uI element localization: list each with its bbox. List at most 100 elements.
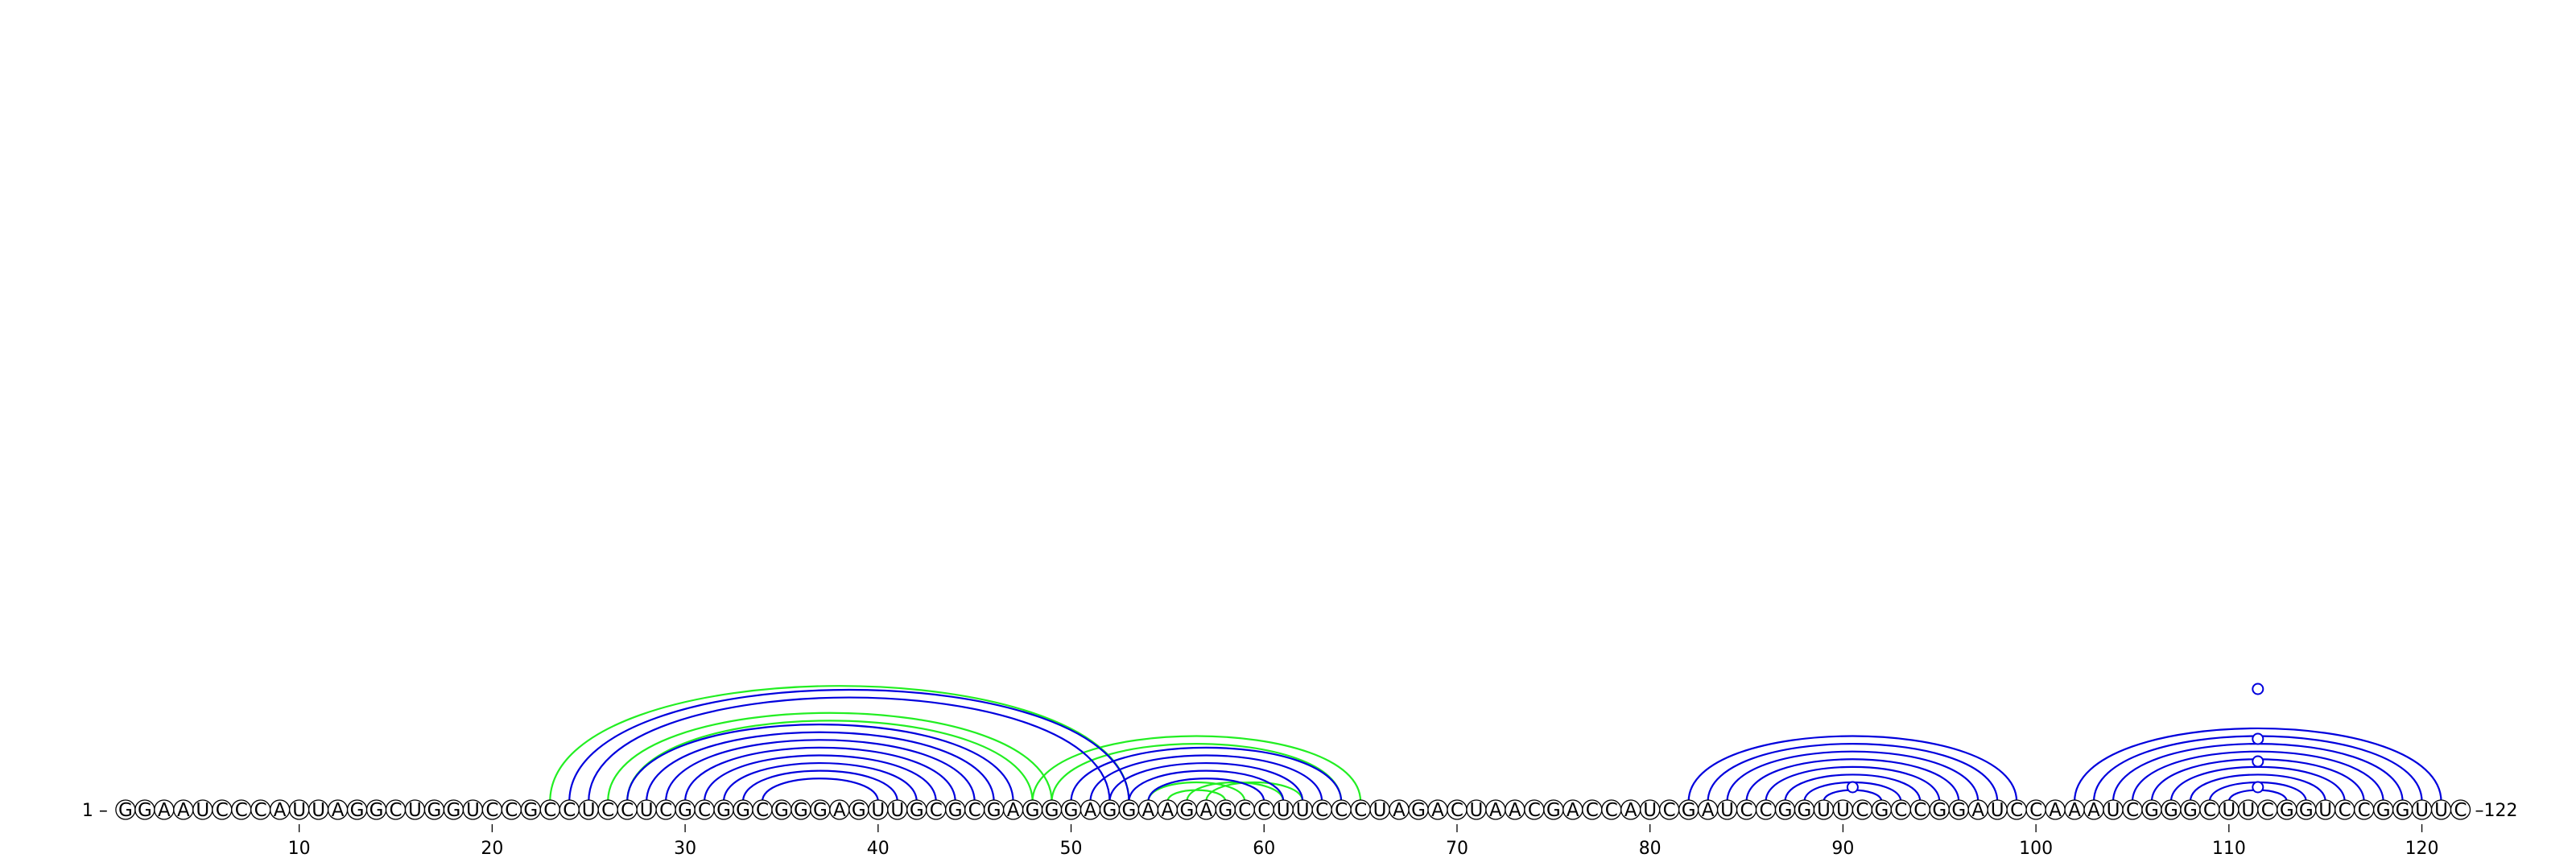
nucleotide-letter: G <box>1932 800 1946 821</box>
nucleotide-71: U <box>1466 799 1487 821</box>
pair-arc-54-60 <box>1147 778 1265 802</box>
nucleotide-86: C <box>1755 799 1777 821</box>
nucleotide-letter: U <box>1643 800 1657 821</box>
nucleotide-letter: G <box>1045 800 1059 821</box>
nucleotide-30: G <box>675 799 696 821</box>
nucleotide-100: C <box>2025 799 2046 821</box>
nucleotide-5: U <box>192 799 213 821</box>
nucleotide-letter: C <box>543 800 556 821</box>
nucleotide-letter: G <box>1546 800 1561 821</box>
nucleotide-75: G <box>1543 799 1564 821</box>
nucleotide-64: C <box>1331 799 1352 821</box>
pair-marker-extra-3 <box>2252 683 2264 695</box>
nucleotide-letter: U <box>1296 800 1310 821</box>
nucleotide-letter: U <box>2241 800 2255 821</box>
nucleotide-55: A <box>1157 799 1179 821</box>
nucleotide-21: C <box>501 799 522 821</box>
nucleotide-letter: C <box>1354 800 1367 821</box>
nucleotide-letter: U <box>1470 800 1484 821</box>
nucleotide-68: G <box>1408 799 1429 821</box>
tick-label-30: 30 <box>674 839 696 858</box>
nucleotide-122: C <box>2450 799 2471 821</box>
nucleotide-letter: U <box>292 800 306 821</box>
nucleotide-letter: U <box>890 800 904 821</box>
nucleotide-letter: G <box>1122 800 1137 821</box>
pair-arc-51-63 <box>1089 754 1323 802</box>
pair-arc-83-98 <box>1707 743 1999 802</box>
nucleotide-letter: U <box>640 800 654 821</box>
nucleotide-letter: C <box>1315 800 1328 821</box>
nucleotide-letter: U <box>312 800 325 821</box>
nucleotide-87: G <box>1774 799 1796 821</box>
nucleotide-letter: A <box>1393 800 1406 821</box>
nucleotide-53: G <box>1118 799 1140 821</box>
nucleotide-letter: A <box>177 800 190 821</box>
nucleotide-letter: G <box>1874 800 1889 821</box>
nucleotide-letter: G <box>1951 800 1966 821</box>
nucleotide-letter: C <box>2261 800 2274 821</box>
nucleotide-letter: A <box>1142 800 1155 821</box>
pair-marker-111-112 <box>2252 781 2264 794</box>
nucleotide-letter: C <box>1913 800 1926 821</box>
nucleotide-29: C <box>655 799 676 821</box>
nucleotide-letter: A <box>1702 800 1715 821</box>
pair-arc-85-96 <box>1745 758 1960 802</box>
position-axis: 10 20 30 40 50 60 70 80 90 100 110 120 <box>288 824 2439 858</box>
nucleotide-letter: A <box>332 800 345 821</box>
nucleotide-45: C <box>964 799 985 821</box>
pair-arc-33-41 <box>741 769 898 802</box>
nucleotide-letter: C <box>563 800 576 821</box>
nucleotide-4: A <box>173 799 194 821</box>
nucleotide-letter: U <box>871 800 885 821</box>
pair-markers <box>1846 683 2264 794</box>
nucleotide-67: A <box>1389 799 1410 821</box>
nucleotide-letter: G <box>1103 800 1117 821</box>
nucleotide-letter: G <box>2299 800 2314 821</box>
nucleotide-52: G <box>1099 799 1121 821</box>
nucleotide-105: C <box>2122 799 2143 821</box>
nucleotide-60: C <box>1253 799 1274 821</box>
nucleotide-116: C <box>2334 799 2355 821</box>
nucleotide-letter: G <box>678 800 692 821</box>
nucleotide-letter: C <box>1605 800 1618 821</box>
tick-label-50: 50 <box>1060 839 1083 858</box>
nucleotide-99: C <box>2006 799 2027 821</box>
nucleotide-letter: G <box>852 800 866 821</box>
nucleotide-74: C <box>1524 799 1545 821</box>
nucleotide-85: C <box>1736 799 1757 821</box>
nucleotide-118: G <box>2372 799 2394 821</box>
nucleotide-letter: C <box>756 800 769 821</box>
nucleotide-66: U <box>1369 799 1390 821</box>
nucleotide-46: G <box>983 799 1005 821</box>
nucleotide-letter: C <box>601 800 614 821</box>
nucleotide-letter: U <box>2222 800 2235 821</box>
nucleotide-114: G <box>2296 799 2317 821</box>
nucleotide-54: A <box>1137 799 1159 821</box>
nucleotide-119: G <box>2392 799 2413 821</box>
nucleotide-11: U <box>308 799 329 821</box>
tick-label-10: 10 <box>288 839 311 858</box>
nucleotide-letter: C <box>2339 800 2351 821</box>
nucleotide-70: C <box>1447 799 1468 821</box>
nucleotide-letter: C <box>1759 800 1772 821</box>
alt-pair-arc-55-58 <box>1166 789 1227 802</box>
nucleotide-letter: G <box>948 800 963 821</box>
nucleotide-107: G <box>2161 799 2182 821</box>
nucleotide-91: C <box>1852 799 1873 821</box>
nucleotide-88: G <box>1794 799 1815 821</box>
nucleotide-17: G <box>423 799 445 821</box>
nucleotide-13: G <box>346 799 368 821</box>
nucleotide-110: U <box>2219 799 2240 821</box>
nucleotide-42: G <box>906 799 927 821</box>
nucleotide-112: C <box>2257 799 2278 821</box>
nucleotide-95: G <box>1929 799 1950 821</box>
nucleotide-letter: G <box>2164 800 2178 821</box>
nucleotide-letter: U <box>196 800 209 821</box>
nucleotide-letter: A <box>1489 800 1502 821</box>
alt-pair-arc-23-53 <box>549 685 1130 802</box>
nucleotide-37: G <box>810 799 831 821</box>
nucleotide-letter: A <box>2068 800 2081 821</box>
pair-arc-28-46 <box>646 731 995 802</box>
nucleotide-letter: C <box>621 800 634 821</box>
